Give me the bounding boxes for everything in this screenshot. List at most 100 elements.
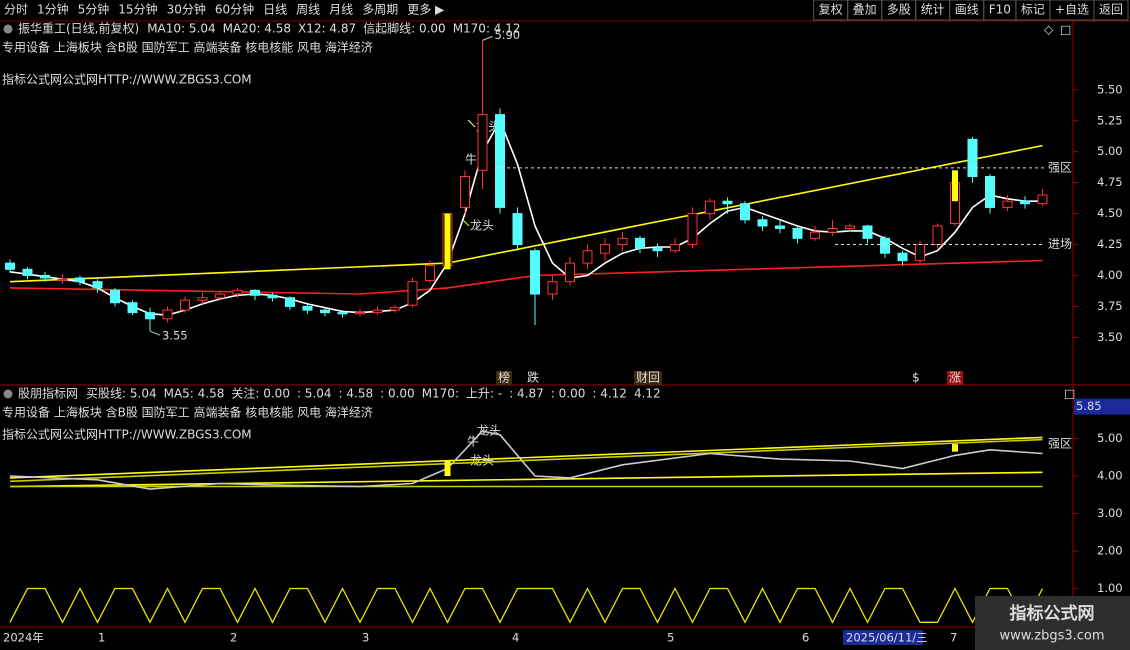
candle-body	[757, 219, 768, 227]
candle-body	[302, 305, 313, 311]
indicator: M170:	[422, 387, 459, 401]
toolbar-button[interactable]: 多股	[887, 3, 911, 17]
indicator: MA20: 4.58	[223, 22, 291, 36]
candle-body	[530, 250, 540, 295]
event-box	[947, 371, 963, 385]
zone-label: 强区	[1048, 160, 1072, 174]
callout: 牛	[465, 152, 477, 167]
indicator: M170: 4.12	[453, 22, 521, 36]
toolbar-button[interactable]: 复权	[819, 3, 843, 17]
indicator: : 0.00	[380, 387, 415, 401]
tab[interactable]: 更多 ▶	[407, 3, 445, 17]
watermark: 指标公式网公式网HTTP://WWW.ZBGS3.COM	[2, 427, 252, 442]
tab[interactable]: 5分钟	[78, 2, 110, 17]
toolbar-button[interactable]: 画线	[955, 3, 979, 17]
toolbar-button[interactable]: 统计	[921, 3, 945, 17]
candle-body	[337, 312, 348, 315]
candle-body	[915, 244, 925, 262]
collapse-icon	[3, 389, 13, 399]
toolbar-button[interactable]: 叠加	[853, 3, 877, 17]
mark-leader	[149, 330, 161, 336]
signal-bar	[444, 461, 451, 476]
panel-title: 振华重工(日线,前复权)	[18, 21, 139, 36]
candle-body	[57, 278, 68, 281]
mark-leader	[482, 35, 493, 41]
button-frame	[813, 0, 849, 21]
candle-body	[652, 247, 663, 252]
tab[interactable]: 日线	[263, 3, 287, 17]
candle-body	[582, 250, 593, 264]
indicator: : 4.58	[339, 387, 374, 401]
tab[interactable]: 周线	[296, 3, 320, 17]
event[interactable]: 榜	[498, 370, 510, 385]
y-tick-label: 5.00	[1097, 144, 1123, 158]
candle-body	[1020, 200, 1030, 205]
tab[interactable]: 60分钟	[215, 2, 254, 17]
candle-body	[512, 213, 523, 246]
toolbar-button[interactable]: 返回	[1099, 3, 1123, 17]
panel-title: 股朋指标网	[18, 386, 78, 401]
y-tick-label: 3.50	[1097, 330, 1123, 344]
y-tick-label: 5.50	[1097, 82, 1123, 96]
candle-body	[372, 309, 383, 314]
candle-body	[197, 297, 208, 301]
candle-body	[897, 252, 908, 262]
indicator: 4.12	[634, 387, 661, 401]
tab[interactable]: 多周期	[362, 3, 398, 17]
line	[9, 259, 1043, 295]
candle-body	[127, 302, 138, 314]
candle-body	[810, 231, 820, 239]
indicator: : 4.87	[509, 387, 544, 401]
candle-body	[5, 262, 15, 270]
candle-body	[670, 244, 680, 252]
candle-body	[495, 114, 505, 208]
candle-body	[635, 237, 645, 249]
tab[interactable]: 30分钟	[167, 2, 206, 17]
icon[interactable]: □	[1060, 23, 1071, 37]
tab[interactable]: 月线	[329, 3, 353, 17]
candle-body	[862, 225, 873, 239]
logo-url: www.zbgs3.com	[999, 629, 1104, 644]
callout-arrow	[467, 119, 476, 128]
event[interactable]: 涨	[949, 370, 961, 385]
candle-body	[1037, 194, 1048, 205]
callout: 龙头	[470, 454, 494, 468]
candle-body	[285, 297, 295, 307]
signal-bar	[952, 444, 958, 452]
icon[interactable]: □	[1064, 387, 1075, 401]
indicator: 关注: 0.00	[231, 386, 290, 401]
line	[9, 430, 1043, 490]
candle-body	[967, 138, 978, 177]
candle-body	[932, 225, 943, 246]
event[interactable]: 回	[648, 371, 660, 385]
candle-body	[845, 225, 855, 229]
candle-body	[75, 277, 85, 283]
toolbar-button[interactable]: 标记	[1021, 3, 1045, 17]
candle-body	[267, 294, 278, 299]
candle-body	[722, 200, 733, 205]
candle-body	[92, 281, 103, 289]
event[interactable]: $	[912, 371, 920, 385]
y-tick-label: 5.25	[1097, 113, 1123, 127]
candle-body	[425, 265, 435, 281]
y-tick-label: 4.75	[1097, 175, 1123, 189]
sectors: 专用设备 上海板块 含B股 国防军工 高端装备 核电核能 风电 海洋经济	[2, 40, 373, 55]
tab[interactable]: 分时	[4, 3, 28, 17]
candle-body	[617, 237, 628, 246]
event-box	[496, 371, 512, 385]
tab[interactable]: 1分钟	[37, 2, 69, 17]
tab[interactable]: 15分钟	[118, 2, 157, 17]
y-tick-label: 5.00	[1097, 431, 1123, 445]
event[interactable]: 财	[636, 371, 648, 385]
indicator: 上升: -	[466, 387, 502, 401]
candle-body	[180, 299, 190, 311]
event[interactable]: 跌	[527, 370, 539, 385]
toolbar-button[interactable]: F10	[989, 3, 1011, 17]
toolbar-button[interactable]: +自选	[1055, 3, 1089, 17]
time-label: 3	[362, 631, 369, 645]
y-tick-label: 4.00	[1097, 469, 1123, 483]
callout: 龙头	[470, 219, 494, 233]
icon[interactable]: ◇	[1044, 23, 1054, 37]
